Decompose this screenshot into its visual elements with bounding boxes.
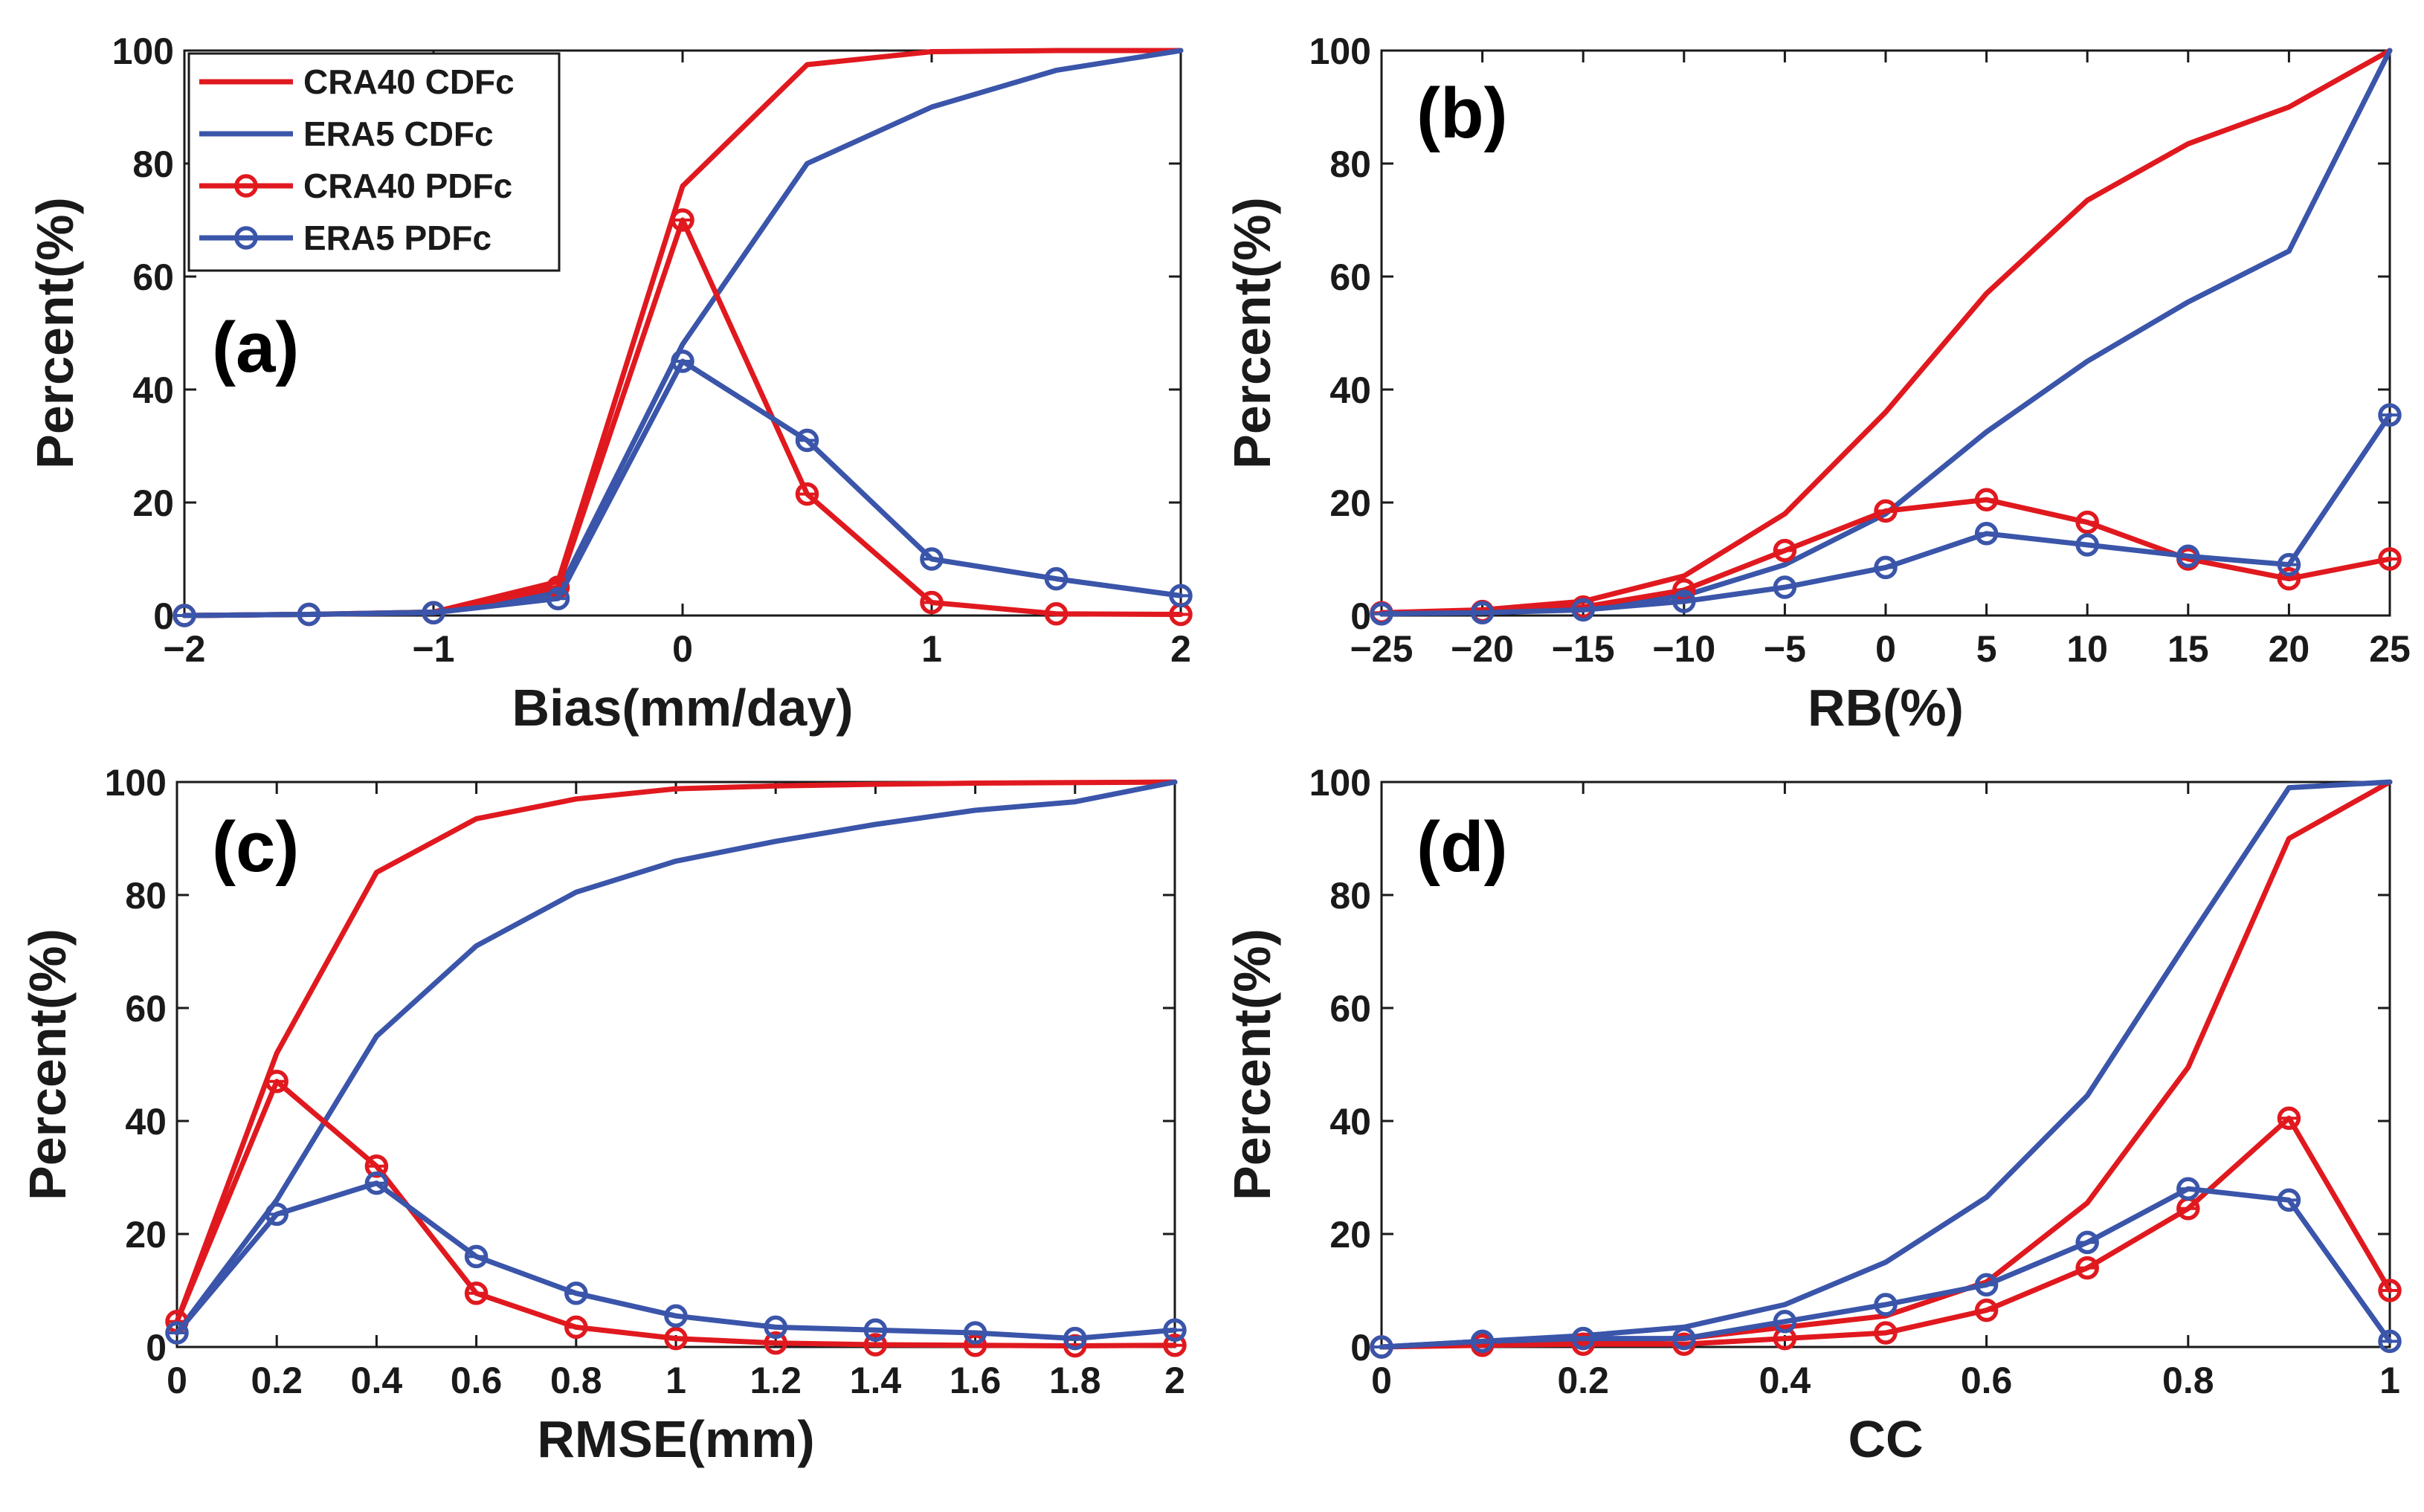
x-tick-label: −15 <box>1552 628 1615 670</box>
x-tick-label: 25 <box>2369 628 2411 670</box>
y-axis-label: Percent(%) <box>19 928 77 1201</box>
x-tick-label: 0.2 <box>251 1360 303 1401</box>
y-axis-label: Percent(%) <box>26 197 84 469</box>
x-tick-label: −20 <box>1451 628 1514 670</box>
x-tick-label: 1.2 <box>750 1360 802 1401</box>
y-tick-label: 40 <box>1329 1101 1371 1143</box>
y-tick-label: 20 <box>1329 482 1371 524</box>
y-tick-label: 0 <box>146 1327 167 1369</box>
x-tick-label: 1 <box>665 1360 686 1401</box>
legend-box <box>187 52 561 272</box>
axes-box <box>1380 781 2391 1348</box>
panel-label: (d) <box>1416 807 1508 887</box>
x-tick-label: −1 <box>412 628 454 670</box>
x-tick-label: 1 <box>921 628 942 670</box>
y-tick-label: 40 <box>125 1101 167 1143</box>
legend-label-era5-pdfc: ERA5 PDFc <box>303 219 491 257</box>
x-tick-label: 0 <box>1875 628 1896 670</box>
y-tick-label: 60 <box>132 256 174 298</box>
x-tick-label: 15 <box>2167 628 2209 670</box>
x-tick-label: 0.8 <box>550 1360 602 1401</box>
x-tick-label: 0.6 <box>451 1360 503 1401</box>
axes-box <box>1380 49 2391 617</box>
series-line-era5-cdfc <box>1379 48 2393 617</box>
x-tick-label: 0 <box>167 1360 187 1401</box>
x-tick-label: 0.2 <box>1557 1360 1609 1401</box>
panel-d: 0 0.2 0.4 0.6 0.8 1 0 20 40 60 80 100 CC Percent(%) (d… <box>1223 762 2402 1468</box>
legend-marker-era5-pdfc <box>234 226 258 250</box>
y-tick-label: 20 <box>1329 1214 1371 1256</box>
x-tick-label: 5 <box>1976 628 1997 670</box>
x-tick-label: −5 <box>1764 628 1806 670</box>
y-tick-label: 0 <box>153 595 174 637</box>
series-line-era5-pdfc <box>181 358 1184 618</box>
series-line-era5-cdfc <box>1379 779 2393 1350</box>
y-tick-label: 80 <box>125 875 167 917</box>
legend-label-cra40-pdfc: CRA40 PDFc <box>303 167 512 205</box>
x-axis-label: RMSE(mm) <box>537 1410 814 1468</box>
x-axis-label: Bias(mm/day) <box>512 679 853 737</box>
y-tick-label: 0 <box>1350 595 1371 637</box>
x-tick-label: 1.6 <box>950 1360 1002 1401</box>
y-tick-label: 60 <box>125 988 167 1030</box>
x-tick-label: 0.6 <box>1961 1360 2013 1401</box>
x-tick-label: 2 <box>1170 628 1191 670</box>
y-tick-label: 100 <box>1309 762 1371 804</box>
panel-a: −2 −1 0 1 2020406080100Bias(mm/day)Percent(%… <box>26 30 1193 737</box>
y-tick-label: 80 <box>132 143 174 185</box>
x-tick-label: 1.4 <box>850 1360 902 1401</box>
y-tick-label: 0 <box>1350 1327 1371 1369</box>
axes-box <box>175 781 1176 1348</box>
y-tick-label: 80 <box>1329 875 1371 917</box>
x-tick-label: 10 <box>2066 628 2108 670</box>
x-tick-label: −25 <box>1350 628 1414 670</box>
series-line-era5-cdfc <box>174 779 1178 1336</box>
y-tick-label: 80 <box>1329 143 1371 185</box>
y-tick-label: 20 <box>125 1214 167 1256</box>
y-axis-label: Percent(%) <box>1223 928 1281 1201</box>
x-tick-label: 0.4 <box>351 1360 403 1401</box>
x-tick-label: −2 <box>163 628 205 670</box>
x-tick-label: 0 <box>672 628 693 670</box>
y-axis-label: Percent(%) <box>1223 197 1281 469</box>
y-tick-label: 40 <box>1329 369 1371 411</box>
panel-c: 0 0.2 0.4 0.6 0.8 1 1.2 1.4 1.6 1.8 2020406080100R… <box>19 762 1187 1468</box>
y-tick-label: 20 <box>132 482 174 524</box>
panel-label: (c) <box>212 807 299 887</box>
y-tick-label: 100 <box>105 762 167 804</box>
panel-label: (a) <box>212 308 299 387</box>
series-line-cra40-cdfc <box>1379 48 2393 616</box>
y-tick-label: 40 <box>132 369 174 411</box>
x-tick-label: 2 <box>1164 1360 1185 1401</box>
x-axis-label: CC <box>1848 1410 1923 1468</box>
x-axis-label: RB(%) <box>1808 679 1964 737</box>
legend: CRA40 CDFc ERA5 CDFc CRA40 PDFc ERA5 PDFc <box>187 52 561 272</box>
y-tick-label: 100 <box>1309 30 1371 72</box>
y-tick-label: 60 <box>1329 256 1371 298</box>
y-tick-label: 60 <box>1329 988 1371 1030</box>
x-tick-label: 1 <box>2379 1360 2400 1401</box>
panel-b: −25 −20 −15 −10 −5 0 5 10 15 20 25 0 20 40 60 80 100 RB(%… <box>1223 30 2411 737</box>
legend-marker-cra40-pdfc <box>234 174 258 198</box>
x-tick-label: −10 <box>1652 628 1715 670</box>
x-tick-label: 0.8 <box>2162 1360 2214 1401</box>
legend-label-cra40-cdfc: CRA40 CDFc <box>303 62 515 101</box>
x-tick-label: 1.8 <box>1049 1360 1101 1401</box>
x-tick-label: 0.4 <box>1759 1360 1811 1401</box>
series-line-cra40-pdfc <box>181 217 1184 618</box>
x-tick-label: 20 <box>2269 628 2310 670</box>
series-line-cra40-cdfc <box>174 779 1178 1325</box>
x-tick-label: 0 <box>1371 1360 1392 1401</box>
legend-label-era5-cdfc: ERA5 CDFc <box>303 114 494 153</box>
y-tick-label: 100 <box>112 30 174 72</box>
panel-label: (b) <box>1416 74 1508 153</box>
